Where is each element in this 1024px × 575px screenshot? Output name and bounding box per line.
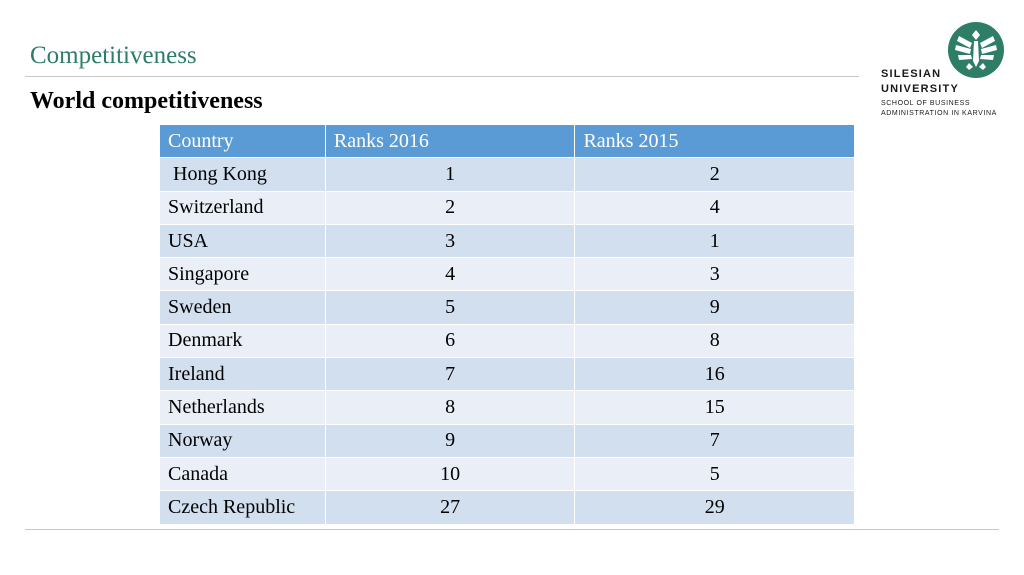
country-cell: Switzerland [159, 190, 326, 225]
rank-2015-cell: 9 [574, 290, 855, 325]
table-row: Czech Republic 27 29 [159, 490, 855, 525]
country-cell: Netherlands [159, 390, 326, 425]
logo-line-administration: ADMINISTRATION IN KARVINA [881, 110, 997, 117]
table-row: Hong Kong 1 2 [159, 157, 855, 192]
rank-2016-cell: 7 [324, 357, 576, 392]
country-cell: Canada [159, 456, 326, 492]
country-cell: Singapore [159, 257, 326, 292]
rank-2015-cell: 8 [574, 323, 855, 359]
rank-2015-cell: 15 [574, 390, 855, 425]
country-cell: Norway [159, 423, 326, 458]
rank-2015-cell: 5 [574, 456, 855, 492]
rank-2015-cell: 4 [574, 190, 855, 225]
table-row: Netherlands 8 15 [159, 390, 855, 425]
country-cell: USA [159, 223, 326, 259]
logo-line-silesian: SILESIAN [881, 68, 942, 80]
column-header-country: Country [159, 123, 326, 159]
country-cell: Denmark [159, 323, 326, 359]
rank-2016-cell: 4 [324, 257, 576, 292]
rank-2016-cell: 2 [324, 190, 576, 225]
rank-2016-cell: 3 [324, 223, 576, 259]
table-row: Sweden 5 9 [159, 290, 855, 325]
rank-2015-cell: 1 [574, 223, 855, 259]
rank-2016-cell: 8 [324, 390, 576, 425]
table-row: Norway 9 7 [159, 423, 855, 458]
rank-2015-cell: 7 [574, 423, 855, 458]
table-row: Canada 10 5 [159, 456, 855, 492]
title-divider [25, 76, 859, 77]
table-row: USA 3 1 [159, 223, 855, 259]
table-row: Ireland 7 16 [159, 357, 855, 392]
table-row: Denmark 6 8 [159, 323, 855, 359]
slide-subtitle: World competitiveness [30, 88, 263, 114]
rank-2016-cell: 10 [324, 456, 576, 492]
university-emblem-icon [948, 22, 1004, 78]
rank-2016-cell: 27 [324, 490, 576, 525]
rank-2015-cell: 29 [574, 490, 855, 525]
country-cell: Sweden [159, 290, 326, 325]
table-header-row: Country Ranks 2016 Ranks 2015 [159, 123, 855, 159]
competitiveness-table: Country Ranks 2016 Ranks 2015 Hong Kong … [159, 123, 855, 525]
table-row: Switzerland 2 4 [159, 190, 855, 225]
rank-2016-cell: 1 [324, 157, 576, 192]
country-cell: Czech Republic [159, 490, 326, 525]
footer-divider [25, 529, 999, 530]
rank-2015-cell: 3 [574, 257, 855, 292]
table-row: Singapore 4 3 [159, 257, 855, 292]
logo-line-school: SCHOOL OF BUSINESS [881, 100, 971, 107]
rank-2015-cell: 2 [574, 157, 855, 192]
country-cell: Ireland [159, 357, 326, 392]
country-cell: Hong Kong [159, 157, 326, 192]
rank-2015-cell: 16 [574, 357, 855, 392]
logo-wordmark: SILESIAN UNIVERSITY SCHOOL OF BUSINESS A… [881, 67, 997, 119]
rank-2016-cell: 5 [324, 290, 576, 325]
column-header-ranks-2015: Ranks 2015 [574, 123, 855, 159]
rank-2016-cell: 9 [324, 423, 576, 458]
rank-2016-cell: 6 [324, 323, 576, 359]
slide-title: Competitiveness [30, 42, 197, 69]
column-header-ranks-2016: Ranks 2016 [324, 123, 576, 159]
logo-line-university: UNIVERSITY [881, 83, 960, 95]
